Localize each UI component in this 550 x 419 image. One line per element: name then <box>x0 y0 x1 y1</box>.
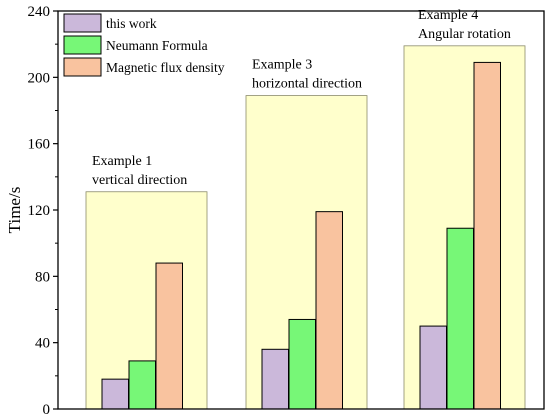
y-tick-label: 120 <box>28 203 51 219</box>
y-axis-label: Time/s <box>5 187 24 234</box>
bar-this-work <box>101 378 129 410</box>
legend-label: Neumann Formula <box>106 38 208 53</box>
legend-swatch <box>63 13 102 33</box>
legend-swatch <box>63 35 102 55</box>
y-tick-label: 200 <box>28 70 51 86</box>
bar-magnetic-flux-density <box>473 61 501 410</box>
legend-swatch <box>63 57 102 77</box>
legend-label: Magnetic flux density <box>106 60 225 75</box>
bar-this-work <box>419 325 447 410</box>
y-tick-label: 80 <box>35 269 50 285</box>
bar-magnetic-flux-density <box>155 262 183 410</box>
y-tick-label: 40 <box>35 336 50 352</box>
example-annotation-line: horizontal direction <box>252 77 362 92</box>
legend: this work Neumann Formula Magnetic flux de… <box>63 13 225 77</box>
y-tick-label: 240 <box>28 4 51 20</box>
bar-this-work <box>261 348 289 410</box>
example-annotation-line: Example 1 <box>92 154 152 169</box>
example-annotation-line: Example 3 <box>252 58 312 73</box>
y-axis-ticks: 0 40 80 120 160 200 240 <box>28 4 58 418</box>
bar-neumann-formula <box>446 227 474 410</box>
bar-neumann-formula <box>128 360 156 410</box>
bar-neumann-formula <box>288 318 316 410</box>
example-annotation-line: Example 4 <box>418 8 478 23</box>
bar-magnetic-flux-density <box>315 211 343 410</box>
y-tick-label: 0 <box>43 402 51 418</box>
y-tick-label: 160 <box>28 137 51 153</box>
example-annotation-line: Angular rotation <box>418 27 511 42</box>
legend-label: this work <box>106 16 157 31</box>
example-annotation-line: vertical direction <box>92 173 187 188</box>
